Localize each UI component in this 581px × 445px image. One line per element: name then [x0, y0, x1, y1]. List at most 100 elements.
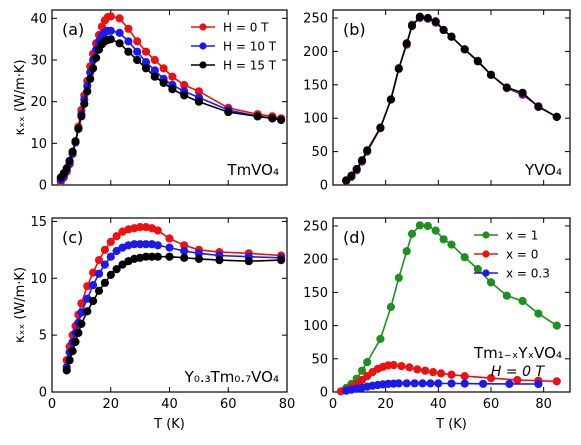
panel-label: (d): [343, 228, 366, 247]
data-point: [502, 291, 511, 300]
x-tick-label: 0: [329, 397, 337, 412]
data-point: [423, 13, 432, 23]
data-point: [460, 379, 469, 388]
series-a-2: [56, 35, 286, 182]
material-label-field: H = 0 T: [491, 364, 546, 380]
data-point: [159, 78, 168, 88]
legend-swatch-marker: [199, 23, 207, 31]
x-tick-label: 0: [48, 397, 56, 412]
data-point: [268, 114, 277, 123]
data-point: [94, 256, 104, 265]
data-point: [68, 347, 77, 356]
data-point: [447, 370, 456, 379]
data-point: [394, 64, 403, 73]
data-point: [106, 26, 115, 35]
series-line: [345, 15, 558, 181]
y-tick-label: 250: [303, 12, 328, 27]
data-point: [106, 270, 115, 279]
data-point: [534, 379, 543, 389]
y-tick-label: 20: [30, 95, 47, 110]
legend-swatch-marker: [482, 269, 490, 277]
data-point: [100, 278, 110, 287]
x-tick-label: 20: [377, 397, 394, 412]
data-point: [141, 47, 151, 56]
legend: H = 0 T H = 10 T H = 15 T: [191, 21, 277, 73]
data-point: [112, 232, 121, 241]
data-point: [376, 123, 385, 132]
material-label: Tm₁₋ₓYₓVO₄: [473, 344, 562, 362]
data-point: [447, 240, 456, 249]
material-label: YVO₄: [524, 161, 562, 179]
data-point: [357, 156, 367, 165]
data-point: [115, 14, 124, 23]
data-point: [224, 108, 233, 117]
data-point: [83, 87, 92, 96]
data-point: [68, 147, 77, 156]
data-point: [347, 171, 356, 180]
data-point: [447, 379, 456, 388]
data-point: [431, 226, 440, 235]
data-point: [415, 221, 424, 230]
data-point: [124, 24, 133, 33]
data-point: [106, 237, 115, 246]
data-point: [397, 362, 406, 371]
series-b-1: [342, 12, 561, 185]
y-axis-label: κₓₓ (W/m·K): [13, 267, 28, 343]
data-point: [405, 363, 414, 372]
panel-c: 0 20 40 60 80 0 5 10 15 (c) Y₀.₃Tm₀.₇VO₄ κₓₓ (W/m·K…: [13, 215, 295, 432]
data-point: [194, 97, 203, 106]
data-point: [168, 72, 177, 81]
y-tick-label: 0: [39, 179, 47, 194]
data-point: [74, 328, 83, 337]
panel-label: (b): [343, 20, 366, 39]
data-point: [473, 57, 482, 66]
data-point: [62, 164, 71, 173]
data-point: [407, 229, 417, 238]
x-tick-label: 80: [535, 397, 552, 412]
data-point: [534, 309, 543, 318]
data-point: [153, 252, 162, 261]
data-point: [124, 47, 133, 56]
data-point: [165, 243, 174, 252]
legend-swatch-marker: [199, 42, 207, 50]
x-axis-label: T (K): [153, 417, 185, 432]
data-point: [94, 269, 104, 278]
data-point: [92, 53, 101, 63]
data-point: [168, 85, 177, 94]
data-point: [415, 12, 424, 21]
y-tick-label: 150: [303, 286, 328, 301]
data-point: [253, 112, 262, 121]
panel-label: (a): [62, 20, 84, 39]
material-label: TmVO₄: [226, 161, 279, 179]
data-point: [357, 366, 367, 375]
legend-swatch-marker: [482, 250, 490, 258]
legend: x = 1 x = 0 x = 0.3: [474, 229, 550, 281]
data-point: [479, 379, 488, 388]
data-point: [277, 256, 286, 265]
legend-entry: H = 0 T: [223, 21, 269, 35]
data-point: [429, 368, 438, 377]
data-point: [94, 286, 104, 295]
data-point: [100, 260, 110, 269]
y-tick-label: 50: [311, 145, 328, 160]
data-point: [473, 265, 482, 274]
x-tick-label: 60: [483, 397, 500, 412]
data-point: [394, 273, 403, 282]
y-tick-label: 10: [30, 137, 47, 152]
data-point: [153, 241, 162, 250]
y-tick-label: 5: [39, 329, 47, 344]
data-point: [376, 334, 385, 343]
data-point: [118, 260, 127, 269]
plot-frame: [332, 9, 571, 186]
data-point: [100, 245, 110, 254]
data-point: [115, 28, 124, 38]
legend-entry: x = 0: [506, 248, 538, 262]
y-tick-label: 0: [320, 179, 328, 194]
data-point: [115, 39, 124, 48]
x-tick-label: 20: [102, 397, 119, 412]
data-point: [89, 64, 98, 73]
panel-label: (c): [62, 228, 83, 247]
data-point: [106, 12, 115, 21]
y-tick-label: 50: [311, 352, 328, 367]
data-point: [460, 253, 469, 262]
